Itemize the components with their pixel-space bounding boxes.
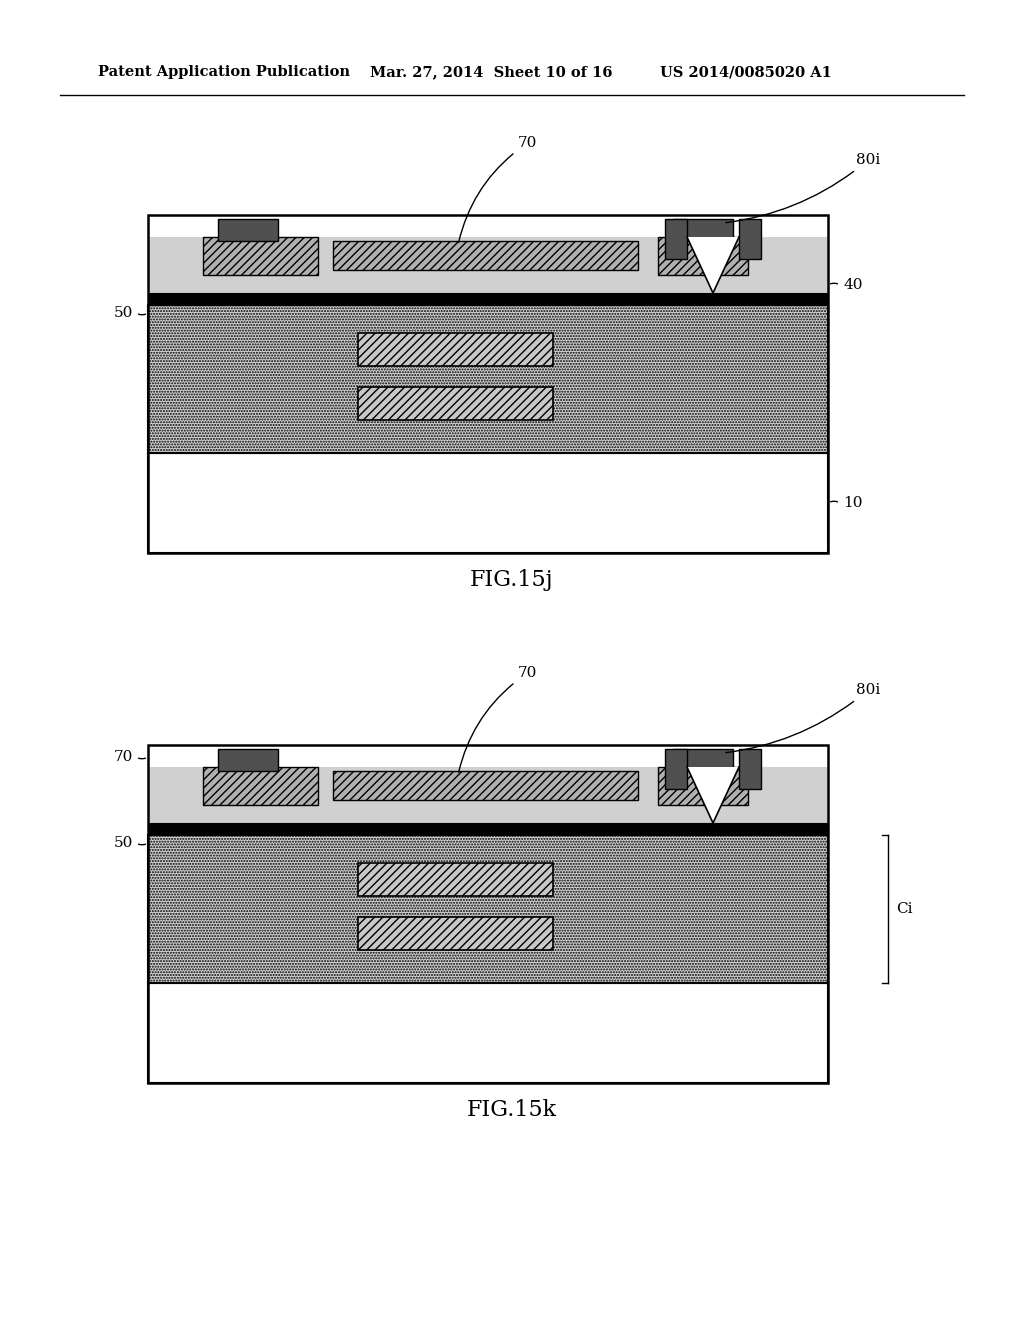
Polygon shape — [687, 767, 739, 822]
Polygon shape — [687, 238, 739, 293]
Text: 50: 50 — [114, 836, 133, 850]
Bar — [148, 744, 828, 1082]
Bar — [739, 748, 761, 789]
Bar — [658, 238, 748, 275]
Text: 70: 70 — [459, 667, 538, 772]
Bar — [148, 293, 828, 305]
Bar — [673, 748, 733, 771]
Text: FIG.15k: FIG.15k — [467, 1100, 557, 1121]
Bar — [673, 219, 733, 242]
Bar — [218, 748, 278, 771]
Bar — [203, 767, 318, 805]
Bar — [358, 917, 553, 950]
Text: 40: 40 — [843, 279, 862, 292]
Bar — [148, 238, 828, 293]
Text: Patent Application Publication: Patent Application Publication — [98, 65, 350, 79]
Bar — [148, 305, 828, 453]
Bar — [148, 836, 828, 983]
Text: US 2014/0085020 A1: US 2014/0085020 A1 — [660, 65, 831, 79]
Text: 80i: 80i — [726, 153, 881, 223]
Bar — [148, 767, 828, 822]
Bar — [148, 767, 828, 822]
Bar — [218, 219, 278, 242]
Bar — [739, 219, 761, 259]
Bar — [658, 767, 748, 805]
Bar — [148, 305, 828, 453]
Bar — [148, 836, 828, 983]
Bar — [148, 215, 828, 553]
Bar — [148, 822, 828, 836]
Bar — [358, 333, 553, 366]
Bar — [333, 242, 638, 271]
Text: FIG.15j: FIG.15j — [470, 569, 554, 591]
Bar — [148, 238, 828, 293]
Bar — [665, 219, 687, 259]
Text: Mar. 27, 2014  Sheet 10 of 16: Mar. 27, 2014 Sheet 10 of 16 — [370, 65, 612, 79]
Bar — [148, 453, 828, 553]
Text: 10: 10 — [843, 496, 862, 510]
Text: 70: 70 — [459, 136, 538, 243]
Text: 80i: 80i — [726, 682, 881, 752]
Bar — [358, 863, 553, 896]
Bar — [665, 748, 687, 789]
Bar — [148, 983, 828, 1082]
Text: Ci: Ci — [896, 902, 912, 916]
Bar — [333, 771, 638, 800]
Bar — [358, 387, 553, 420]
Text: 50: 50 — [114, 306, 133, 319]
Bar — [203, 238, 318, 275]
Text: 70: 70 — [114, 750, 133, 764]
